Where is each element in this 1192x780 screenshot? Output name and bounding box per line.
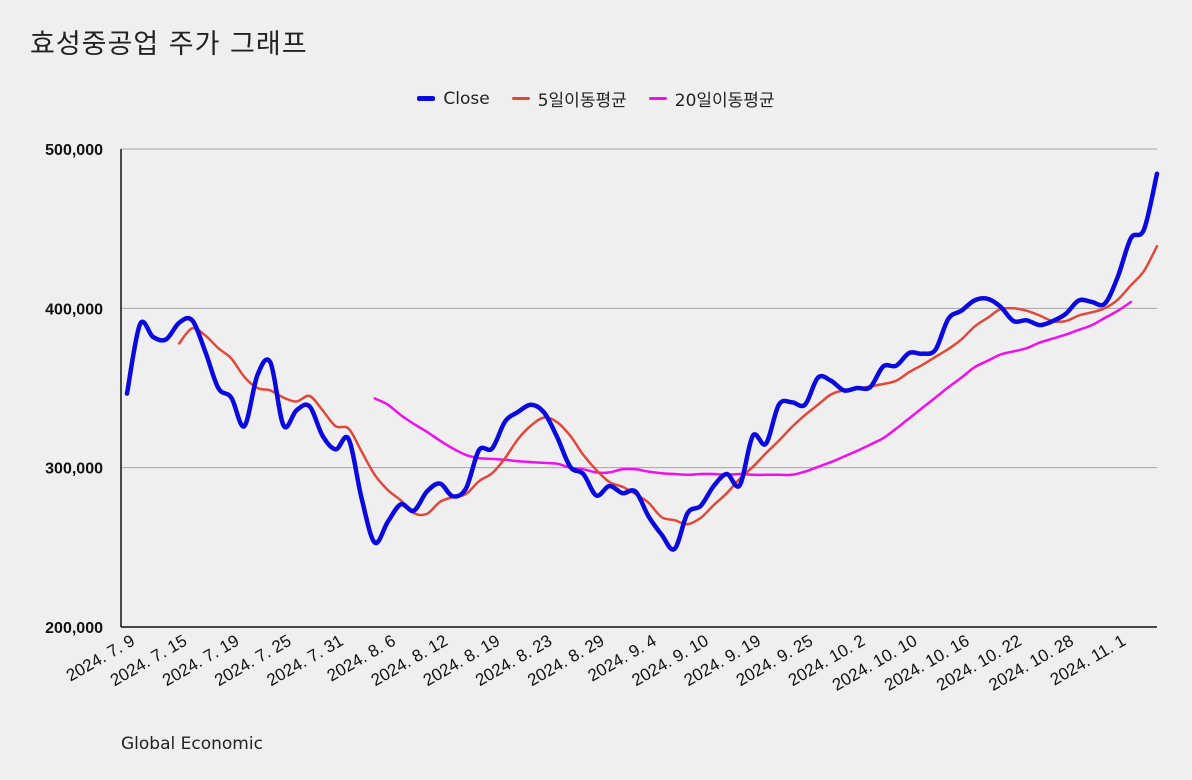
series-line-close — [124, 171, 1160, 552]
legend-label-ma5: 5일이동평균 — [537, 91, 627, 111]
legend-swatch-ma20 — [648, 97, 667, 100]
y-tick-label: 400,000 — [45, 301, 103, 318]
legend-label-ma20: 20일이동평균 — [674, 91, 775, 111]
series-line-ma20 — [373, 300, 1133, 477]
y-tick-label: 500,000 — [45, 142, 103, 159]
legend-item-close: Close — [417, 86, 490, 111]
legend-item-ma5: 5일이동평균 — [511, 86, 627, 111]
legend-label-close: Close — [443, 88, 490, 109]
legend-item-ma20: 20일이동평균 — [648, 86, 775, 111]
source-label: Global Economic — [121, 734, 263, 754]
chart-title: 효성중공업 주가 그래프 — [30, 29, 308, 60]
legend-swatch-close — [417, 96, 436, 101]
legend: Close 5일이동평균 20일이동평균 — [0, 86, 1192, 111]
y-tick-label: 200,000 — [45, 620, 103, 637]
series-line-ma5 — [177, 244, 1159, 526]
y-tick-label: 300,000 — [45, 461, 103, 478]
legend-swatch-ma5 — [511, 97, 530, 100]
